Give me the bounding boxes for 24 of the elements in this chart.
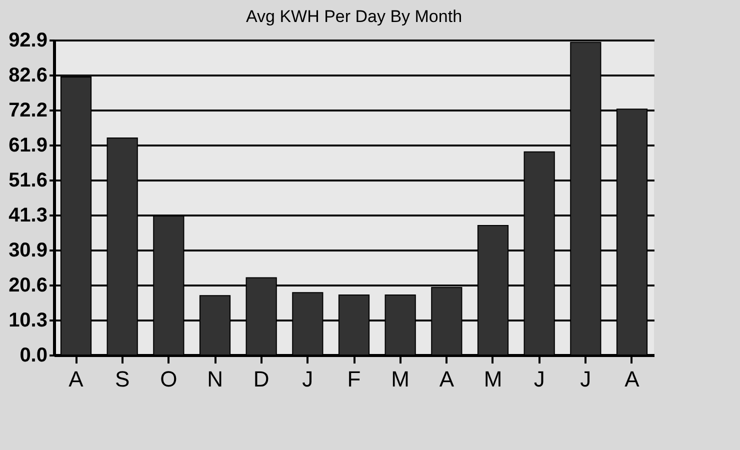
x-tick-label: A <box>68 366 84 392</box>
x-tick-label: M <box>391 366 410 392</box>
x-tick-label: F <box>347 366 361 392</box>
x-tick-label: J <box>534 366 545 392</box>
y-tick-label: 51.6 <box>8 170 48 192</box>
y-tick-label: 41.3 <box>8 204 48 226</box>
x-tick-label: A <box>439 366 454 392</box>
y-tick-label: 10.3 <box>8 310 48 332</box>
y-tick-label: 30.9 <box>8 240 48 262</box>
y-tick-label: 82.6 <box>8 64 48 86</box>
x-tick-label: M <box>484 366 502 392</box>
y-tick-label: 72.2 <box>8 100 48 122</box>
x-tick-label: D <box>253 366 270 392</box>
y-tick-label: 20.6 <box>8 274 48 297</box>
x-tick-label: J <box>302 366 314 392</box>
x-tick-label: J <box>580 366 592 392</box>
x-tick-label: N <box>207 366 223 392</box>
x-tick-label: O <box>160 366 178 392</box>
x-tick-label: S <box>114 366 130 392</box>
y-tick-label: 61.9 <box>8 134 48 157</box>
chart-title: Avg KWH Per Day By Month <box>246 7 462 26</box>
y-tick-label: 92.9 <box>8 30 48 52</box>
y-tick-label: 0.0 <box>20 344 48 366</box>
x-tick-label: A <box>624 366 640 392</box>
